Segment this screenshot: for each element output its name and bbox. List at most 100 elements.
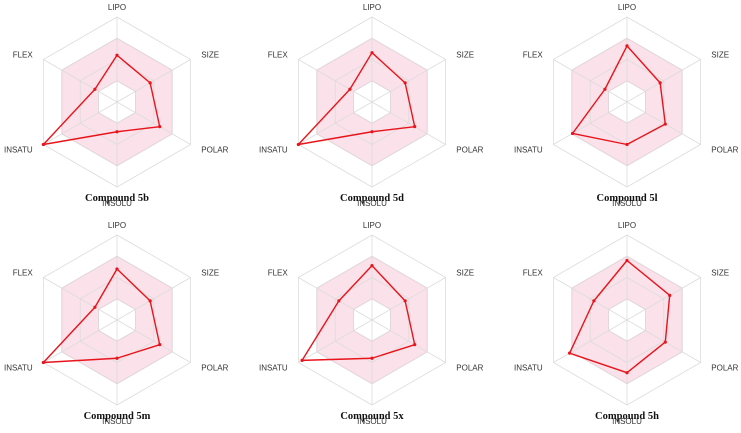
axis-spoke — [626, 101, 701, 145]
chart-caption: Compound 5h — [595, 411, 659, 422]
data-point-size — [403, 299, 407, 303]
data-point-size — [148, 81, 152, 85]
data-point-insolu — [370, 130, 374, 134]
data-point-flex — [603, 87, 607, 91]
chart-caption: Compound 5x — [340, 411, 404, 422]
data-point-insatu — [570, 131, 575, 136]
data-point-insatu — [41, 142, 45, 147]
axis-spoke — [626, 319, 701, 363]
data-point-polar — [158, 125, 162, 129]
axis-label-size: SIZE — [456, 269, 474, 278]
axis-label-flex: FLEX — [268, 269, 289, 278]
axis-label-size: SIZE — [711, 269, 729, 278]
axis-label-flex: FLEX — [523, 51, 544, 60]
data-point-insatu — [41, 360, 45, 365]
data-point-polar — [413, 343, 417, 347]
data-point-size — [668, 293, 672, 297]
axis-label-lipo: LIPO — [618, 221, 636, 230]
radar-panel: LIPO SIZE POLAR INSOLU INSATU FLEX Compound 5d — [259, 3, 484, 208]
axis-spoke — [553, 101, 628, 145]
axis-label-lipo: LIPO — [108, 221, 126, 230]
axis-label-insatu: INSATU — [514, 146, 543, 155]
radar-panel: LIPO SIZE POLAR INSOLU INSATU FLEX Compound 5b — [4, 3, 229, 208]
axis-label-lipo: LIPO — [618, 3, 636, 12]
axis-spoke — [298, 59, 373, 103]
data-point-flex — [348, 87, 352, 91]
axis-label-insolu: INSOLU — [612, 199, 642, 208]
axis-spoke — [553, 277, 628, 321]
axis-label-size: SIZE — [201, 51, 219, 60]
axis-spoke — [553, 319, 628, 363]
data-point-lipo — [115, 53, 119, 57]
data-point-lipo — [370, 264, 374, 268]
axis-label-insatu: INSATU — [259, 364, 288, 373]
axis-spoke — [553, 59, 628, 103]
axis-label-flex: FLEX — [268, 51, 289, 60]
axis-spoke — [116, 101, 191, 145]
data-point-flex — [592, 299, 596, 303]
data-point-insolu — [625, 142, 629, 147]
axis-label-flex: FLEX — [523, 269, 544, 278]
axis-label-flex: FLEX — [13, 51, 34, 60]
axis-label-insatu: INSATU — [4, 364, 33, 373]
axis-label-insolu: INSOLU — [612, 417, 642, 426]
data-point-insolu — [115, 356, 119, 360]
axis-spoke — [371, 277, 446, 321]
axis-label-polar: POLAR — [711, 364, 738, 373]
axis-spoke — [43, 277, 118, 321]
data-point-insolu — [370, 356, 374, 360]
axis-spoke — [116, 319, 191, 363]
axis-label-polar: POLAR — [456, 364, 483, 373]
data-point-flex — [93, 305, 97, 309]
radar-panel: LIPO SIZE POLAR INSOLU INSATU FLEX Compound 5l — [514, 3, 739, 208]
axis-label-lipo: LIPO — [363, 3, 381, 12]
axis-label-polar: POLAR — [711, 146, 738, 155]
axis-label-lipo: LIPO — [363, 221, 381, 230]
data-point-lipo — [625, 258, 629, 263]
axis-spoke — [298, 277, 373, 321]
axis-spoke — [298, 319, 373, 363]
axis-spoke — [116, 277, 191, 321]
data-point-flex — [337, 299, 341, 303]
data-point-size — [658, 81, 662, 85]
data-point-insatu — [300, 358, 304, 362]
axis-spoke — [371, 59, 446, 103]
data-point-size — [403, 81, 407, 85]
axis-spoke — [43, 59, 118, 103]
axis-label-insolu: INSOLU — [357, 417, 387, 426]
axis-label-polar: POLAR — [201, 364, 228, 373]
data-point-polar — [663, 122, 667, 126]
axis-label-insatu: INSATU — [4, 146, 33, 155]
axis-spoke — [626, 59, 701, 103]
data-point-polar — [663, 340, 667, 344]
axis-label-insolu: INSOLU — [102, 199, 132, 208]
data-point-lipo — [115, 267, 119, 271]
data-point-polar — [158, 343, 162, 347]
data-point-insolu — [115, 130, 119, 134]
data-point-insolu — [625, 371, 629, 375]
data-point-insatu — [567, 351, 572, 355]
axis-spoke — [626, 277, 701, 321]
axis-label-polar: POLAR — [456, 146, 483, 155]
axis-label-insolu: INSOLU — [102, 417, 132, 426]
axis-label-lipo: LIPO — [108, 3, 126, 12]
axis-label-insolu: INSOLU — [357, 199, 387, 208]
axis-spoke — [371, 101, 446, 145]
chart-caption: Compound 5m — [84, 411, 151, 422]
data-point-insatu — [296, 142, 300, 147]
data-point-polar — [413, 125, 417, 129]
radar-panel: LIPO SIZE POLAR INSOLU INSATU FLEX Compound 5m — [4, 221, 229, 426]
axis-spoke — [298, 101, 373, 145]
chart-caption: Compound 5b — [85, 193, 149, 204]
data-point-flex — [93, 87, 97, 91]
axis-label-flex: FLEX — [13, 269, 34, 278]
data-point-size — [148, 299, 152, 303]
radar-panel: LIPO SIZE POLAR INSOLU INSATU FLEX Compound 5x — [259, 221, 484, 426]
axis-spoke — [371, 319, 446, 363]
data-point-lipo — [625, 44, 629, 48]
chart-caption: Compound 5l — [597, 193, 658, 204]
axis-label-polar: POLAR — [201, 146, 228, 155]
axis-label-size: SIZE — [456, 51, 474, 60]
axis-label-insatu: INSATU — [514, 364, 543, 373]
